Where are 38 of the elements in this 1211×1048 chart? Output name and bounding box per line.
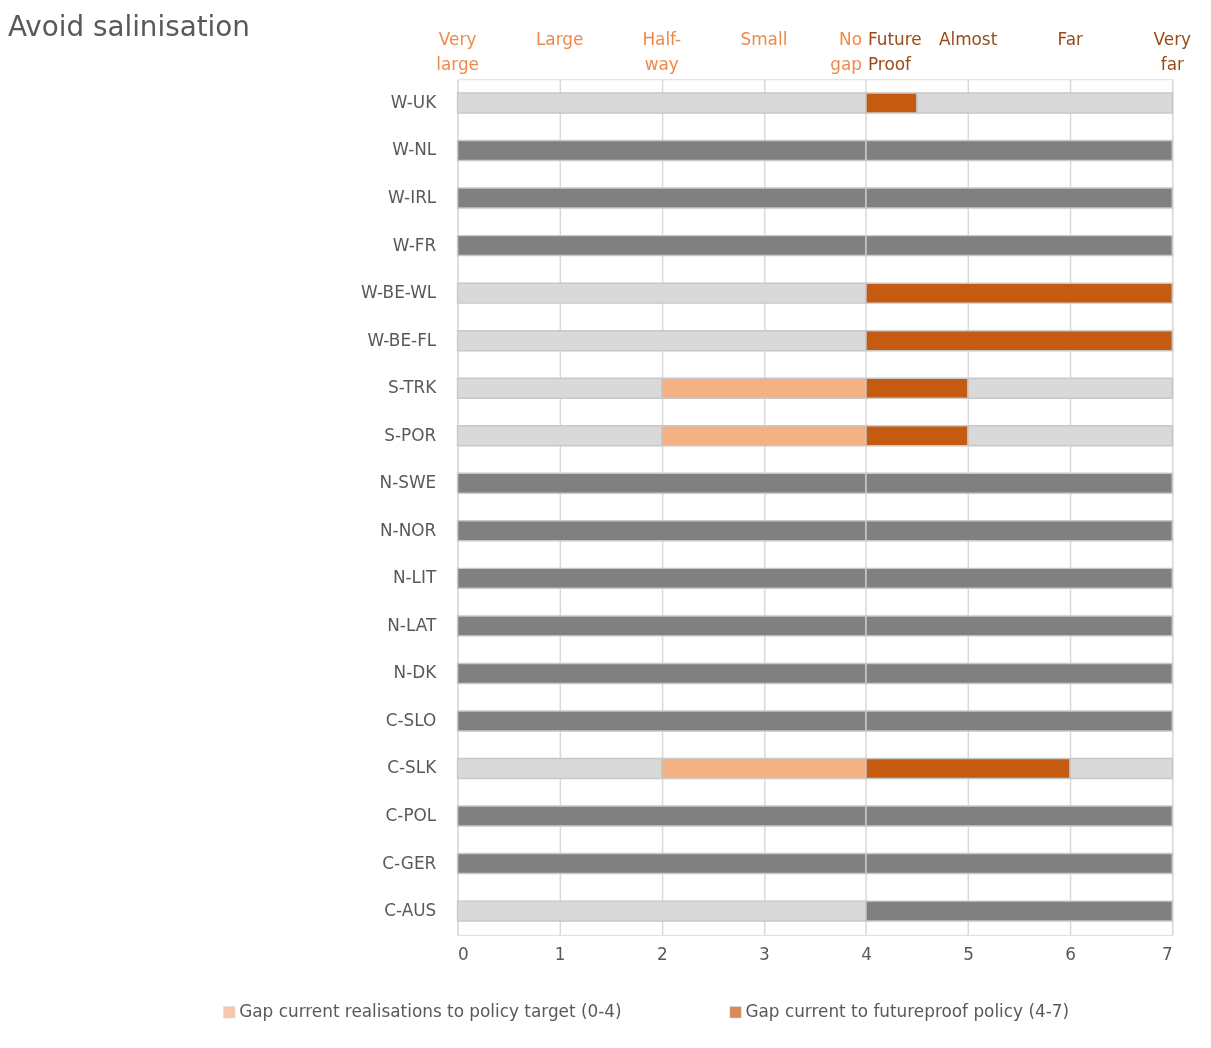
y-tick-label: N-NOR bbox=[379, 519, 437, 540]
y-tick-label: W-BE-WL bbox=[361, 282, 437, 303]
legend-label: Gap current realisations to policy target (0-4) bbox=[239, 1001, 622, 1022]
text: Half-way bbox=[642, 29, 682, 75]
x-tick-label: 7 bbox=[1162, 944, 1173, 965]
x-tick-label: 2 bbox=[656, 944, 668, 965]
y-tick-label: W-NL bbox=[392, 139, 437, 160]
x-tick-label: 6 bbox=[1065, 944, 1077, 965]
y-tick-label: C-SLK bbox=[387, 757, 438, 778]
text: Very large bbox=[436, 29, 479, 75]
y-tick-label: C-POL bbox=[385, 805, 437, 825]
x-tick-label: 5 bbox=[963, 944, 974, 965]
y-tick-label: N-SWE bbox=[379, 472, 437, 493]
y-tick-label: W-FR bbox=[392, 234, 437, 255]
text: Large bbox=[535, 29, 584, 50]
y-tick-label: N-LAT bbox=[387, 614, 437, 635]
text: Very far bbox=[1153, 29, 1192, 75]
text: Far bbox=[1057, 29, 1083, 50]
y-tick-label: W-IRL bbox=[388, 187, 437, 208]
y-tick-label: N-LIT bbox=[392, 567, 437, 588]
legend-label: Gap current to futureproof policy (4-7) bbox=[745, 1001, 1070, 1022]
x-tick-label: 1 bbox=[554, 944, 566, 965]
y-tick-label: W-UK bbox=[390, 91, 438, 112]
text: No gap bbox=[830, 29, 863, 75]
y-tick-label: N-DK bbox=[393, 662, 438, 683]
y-tick-label: S-POR bbox=[384, 424, 437, 445]
text: Small bbox=[740, 29, 788, 50]
text: Avoid salinisation bbox=[7, 9, 250, 43]
y-tick-label: C-GER bbox=[382, 852, 437, 873]
text: Future Proof bbox=[867, 29, 922, 75]
x-tick-label: 0 bbox=[458, 944, 469, 965]
y-tick-label: W-BE-FL bbox=[367, 329, 437, 350]
text: Almost bbox=[938, 29, 998, 50]
y-tick-label: C-AUS bbox=[384, 900, 437, 921]
y-tick-label: C-SLO bbox=[385, 709, 437, 730]
x-tick-label: 4 bbox=[861, 944, 872, 965]
x-tick-label: 3 bbox=[759, 944, 770, 965]
y-tick-label: S-TRK bbox=[387, 377, 438, 398]
